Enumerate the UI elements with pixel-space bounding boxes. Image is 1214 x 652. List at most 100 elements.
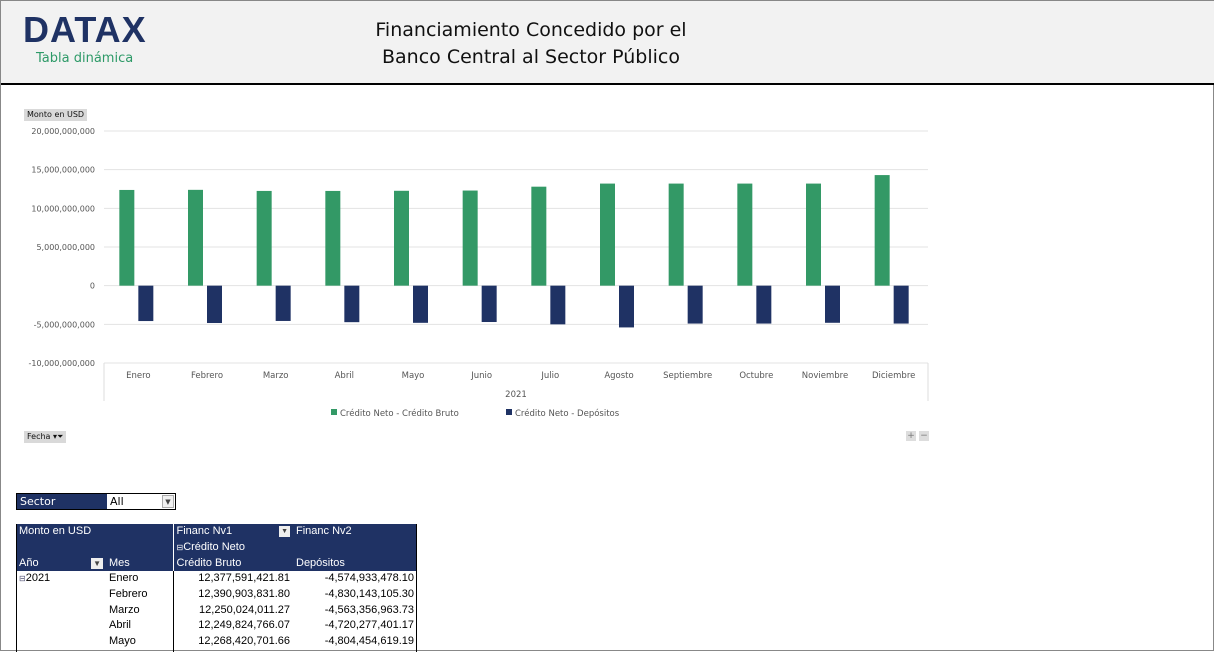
fecha-label: Fecha	[27, 432, 51, 441]
bar-depositos[interactable]	[619, 285, 634, 328]
collapse-icon[interactable]: ⊟	[176, 543, 184, 553]
bar-bruto[interactable]	[462, 190, 478, 286]
table-row: ⊟2021 Enero 12,377,591,421.81 -4,574,933…	[16, 571, 417, 587]
collapse-button[interactable]: −	[919, 431, 929, 441]
header-depositos: Depósitos	[293, 555, 417, 572]
x-tick-label: Mayo	[402, 371, 425, 381]
y-tick-label: -5,000,000,000	[34, 320, 95, 329]
month-cell: Mayo	[109, 635, 136, 648]
year-value: 2021	[25, 572, 51, 585]
sector-label: Sector	[17, 494, 107, 509]
year-cell	[16, 618, 106, 634]
sector-dropdown[interactable]: All ▼	[107, 494, 175, 509]
bar-depositos[interactable]	[275, 285, 291, 321]
bar-bruto[interactable]	[256, 190, 272, 286]
bruto-cell: 12,250,024,011.27	[199, 603, 290, 616]
depositos-cell: -4,563,356,963.73	[324, 603, 414, 616]
y-tick-label: 0	[90, 282, 95, 291]
divider	[173, 571, 174, 652]
y-tick-label: 15,000,000,000	[31, 166, 95, 175]
month-cell: Enero	[109, 572, 139, 585]
group-header[interactable]: ⊟Crédito Neto	[172, 539, 417, 556]
chevron-down-icon[interactable]: ▼	[279, 526, 290, 538]
table-row: Marzo 12,250,024,011.27 -4,563,356,963.7…	[16, 602, 417, 618]
month-cell: Marzo	[109, 603, 140, 616]
legend-entry: Crédito Neto - Crédito Bruto	[340, 408, 459, 419]
bar-bruto[interactable]	[531, 186, 547, 286]
bar-bruto[interactable]	[668, 183, 684, 286]
y-tick-label: 10,000,000,000	[31, 204, 95, 213]
year-cell[interactable]: ⊟2021	[16, 571, 106, 587]
bar-depositos[interactable]	[893, 285, 909, 324]
title-line-1: Financiamiento Concedido por el	[375, 19, 687, 41]
filter-icon[interactable]: ▼	[91, 557, 103, 569]
bar-chart: 20,000,000,000 15,000,000,000 10,000,000,0…	[28, 127, 929, 419]
x-tick-label: Septiembre	[663, 371, 712, 381]
legend-swatch	[506, 409, 512, 415]
bruto-cell: 12,249,824,766.07	[198, 619, 290, 632]
bar-bruto[interactable]	[874, 175, 890, 286]
x-tick-label: Agosto	[604, 371, 633, 381]
value-label: Monto en USD	[16, 524, 173, 540]
x-tick-label: Febrero	[191, 371, 223, 381]
legend-entry: Crédito Neto - Depósitos	[515, 408, 620, 419]
collapse-icon[interactable]: ⊟	[19, 574, 26, 584]
bar-bruto[interactable]	[188, 189, 203, 286]
datax-logo: DATAX	[23, 9, 147, 50]
sector-value: All	[110, 495, 124, 508]
logo-subtitle: Tabla dinámica	[36, 51, 134, 66]
depositos-cell: -4,804,454,619.19	[324, 635, 414, 648]
bar-depositos[interactable]	[825, 285, 840, 323]
x-tick-label: Diciembre	[872, 371, 915, 381]
month-cell: Febrero	[109, 588, 148, 601]
row-field-month[interactable]: Mes	[106, 555, 173, 572]
pivot-table: Monto en USD Financ Nv1 ▼ Financ Nv2 ⊟Crédi…	[16, 524, 417, 650]
table-row: Mayo 12,268,420,701.66 -4,804,454,619.19	[16, 634, 417, 650]
bar-bruto[interactable]	[394, 190, 409, 286]
bar-bruto[interactable]	[600, 183, 615, 286]
bar-bruto[interactable]	[737, 183, 753, 286]
expand-button[interactable]: +	[906, 431, 916, 441]
col-field-1[interactable]: Financ Nv1 ▼	[172, 524, 293, 540]
x-tick-label: Julio	[540, 371, 559, 381]
x-tick-label: Noviembre	[802, 371, 848, 381]
y-tick-label: -10,000,000,000	[28, 359, 95, 368]
bar-depositos[interactable]	[481, 285, 497, 323]
y-tick-label: 20,000,000,000	[31, 127, 95, 136]
table-row: Febrero 12,390,903,831.80 -4,830,143,105…	[16, 587, 417, 603]
bar-bruto[interactable]	[325, 190, 341, 286]
fecha-filter-button[interactable]: Fecha ▾⏷	[24, 431, 67, 443]
bar-depositos[interactable]	[550, 285, 566, 325]
bruto-cell: 12,390,903,831.80	[198, 588, 290, 601]
bar-depositos[interactable]	[413, 285, 428, 323]
bar-depositos[interactable]	[687, 285, 703, 324]
col-field-2[interactable]: Financ Nv2	[293, 524, 417, 540]
page-title: Financiamiento Concedido por el Banco Ce…	[331, 17, 731, 71]
bar-depositos[interactable]	[756, 285, 772, 324]
bar-bruto[interactable]	[119, 189, 135, 286]
group-label: Crédito Neto	[183, 541, 245, 554]
year-cell	[16, 634, 106, 650]
row-field-year[interactable]: Año ▼	[16, 555, 106, 572]
header: DATAX Tabla dinámica Financiamiento Conc…	[1, 1, 1214, 85]
month-cell: Abril	[109, 619, 132, 632]
bruto-cell: 12,268,420,701.66	[198, 635, 290, 648]
depositos-cell: -4,574,933,478.10	[324, 572, 414, 585]
year-label: Año	[19, 556, 39, 569]
sector-filter: Sector All ▼	[16, 493, 176, 510]
bar-depositos[interactable]	[344, 285, 360, 323]
col1-label: Financ Nv1	[176, 525, 233, 538]
chevron-down-icon[interactable]: ▼	[162, 495, 174, 508]
bruto-cell: 12,377,591,421.81	[198, 572, 290, 585]
x-tick-label: Octubre	[739, 371, 773, 381]
filter-icon: ▾⏷	[53, 432, 64, 441]
value-field-button[interactable]: Monto en USD	[24, 109, 88, 121]
bar-bruto[interactable]	[806, 183, 821, 286]
year-cell	[16, 587, 106, 603]
bar-depositos[interactable]	[138, 285, 154, 322]
x-tick-label: Abril	[335, 371, 354, 381]
x-tick-label: Enero	[126, 371, 151, 381]
legend-swatch	[331, 409, 337, 415]
bar-depositos[interactable]	[207, 285, 222, 324]
header-bruto: Crédito Bruto	[172, 555, 293, 572]
